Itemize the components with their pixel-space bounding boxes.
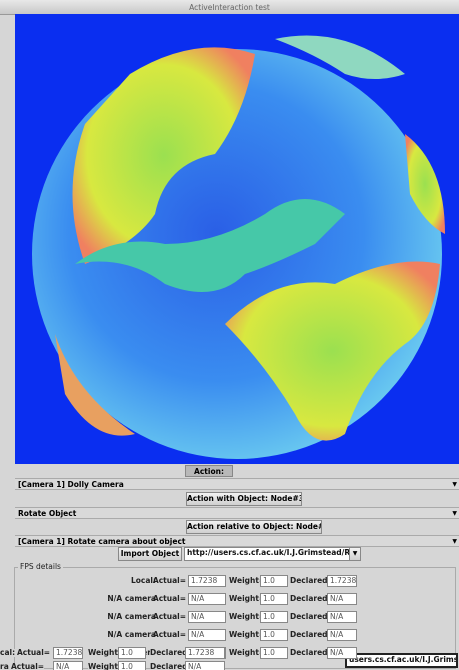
declared-field[interactable]: N/A	[327, 629, 357, 641]
actual-field[interactable]: N/A	[188, 611, 226, 623]
declared-field[interactable]: N/A	[327, 593, 357, 605]
title-bar: ActiveInteraction test	[0, 0, 459, 15]
mode-select[interactable]: Rotate Object	[15, 507, 459, 519]
south-america	[225, 261, 440, 441]
group-title: FPS details	[18, 562, 63, 571]
mode-select[interactable]: [Camera 1] Rotate camera about object	[15, 535, 459, 547]
field-label: Declared=	[290, 612, 334, 621]
central-region	[75, 199, 345, 292]
actual-field[interactable]: N/A	[188, 629, 226, 641]
field-label: Weight=	[229, 576, 266, 585]
field-label: Declared=	[290, 576, 334, 585]
actual-field[interactable]: N/A	[53, 661, 83, 670]
row-label: N/A camera	[107, 630, 156, 639]
weight-field[interactable]: 1.0	[260, 593, 288, 605]
field-label: Actual=	[152, 594, 186, 603]
field-label: Weight=	[229, 648, 266, 657]
import-button[interactable]: Import Object	[118, 547, 182, 561]
row-label: ra	[0, 662, 9, 670]
declared-field[interactable]: 1.7238	[327, 575, 357, 587]
weight-field[interactable]: 1.0	[118, 647, 146, 659]
africa-edge	[405, 134, 445, 234]
declared-field[interactable]: N/A	[327, 647, 357, 659]
fps-group	[14, 567, 456, 669]
greenland	[275, 35, 405, 79]
pacific-edge	[55, 334, 135, 436]
weight-field[interactable]: 1.0	[260, 575, 288, 587]
field-label: Declared=	[290, 594, 334, 603]
field-label: Declared=	[290, 648, 334, 657]
field-label: Actual=	[152, 630, 186, 639]
field-label: Actual=	[152, 576, 186, 585]
weight-field[interactable]: 1.0	[260, 647, 288, 659]
url-field[interactable]: users.cs.cf.ac.uk/I.J.Grimst	[345, 653, 458, 668]
field-label: Actual=	[17, 648, 51, 657]
field-label: Declared=	[150, 648, 194, 657]
action-button[interactable]: Action relative to Object: Node#3	[186, 520, 322, 534]
field-label: Declared=	[290, 630, 334, 639]
field-label: Actual=	[11, 662, 45, 670]
field-label: Weight=	[88, 662, 125, 670]
field-label: Actual=	[152, 612, 186, 621]
mode-select[interactable]: [Camera 1] Dolly Camera	[15, 478, 459, 490]
north-america	[72, 47, 255, 265]
weight-field[interactable]: 1.0	[118, 661, 146, 670]
window-title: ActiveInteraction test	[189, 3, 270, 12]
row-label: N/A camera	[107, 594, 156, 603]
viewport	[15, 14, 459, 464]
action-button[interactable]: Action with Object: Node#3	[186, 492, 302, 506]
declared-field[interactable]: N/A	[185, 661, 225, 670]
row-label: Local:	[130, 576, 156, 585]
url-field[interactable]: http://users.cs.cf.ac.uk/I.J.Grimstead/R…	[184, 547, 350, 561]
field-label: Weight=	[88, 648, 125, 657]
field-label: Declared=	[150, 662, 194, 670]
declared-field[interactable]: N/A	[327, 611, 357, 623]
actual-field[interactable]: 1.7238	[53, 647, 83, 659]
row-label: cal:	[0, 648, 16, 657]
declared-field[interactable]: 1.7238	[185, 647, 225, 659]
field-label: Weight=	[229, 630, 266, 639]
field-label: Weight=	[229, 594, 266, 603]
weight-field[interactable]: 1.0	[260, 611, 288, 623]
action-tab[interactable]: Action:	[185, 465, 233, 477]
actual-field[interactable]: N/A	[188, 593, 226, 605]
actual-field[interactable]: 1.7238	[188, 575, 226, 587]
url-dropdown[interactable]: ▼	[349, 547, 361, 561]
field-label: Weight=	[229, 612, 266, 621]
row-label: N/A camera	[107, 612, 156, 621]
weight-field[interactable]: 1.0	[260, 629, 288, 641]
